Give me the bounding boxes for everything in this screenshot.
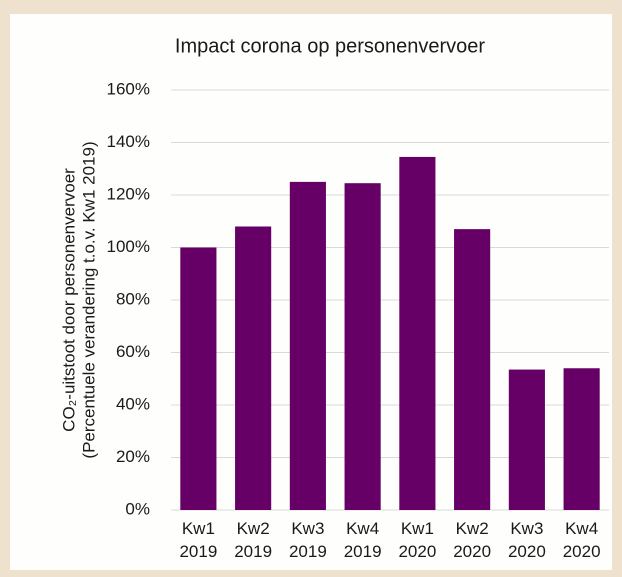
x-tick-label: Kw1 2020: [398, 519, 436, 561]
x-tick-label-line: Kw3: [510, 519, 543, 538]
x-tick-label-line: 2019: [289, 542, 327, 561]
x-tick-label-line: Kw1: [401, 519, 434, 538]
x-tick-label-line: Kw4: [565, 519, 598, 538]
y-axis-label: CO₂-uitstoot door personenvervoer (Perce…: [59, 141, 98, 458]
x-tick-label-line: 2019: [234, 542, 272, 561]
x-tick-label-line: Kw3: [291, 519, 324, 538]
bar: [563, 368, 600, 510]
y-tick-label: 120%: [107, 184, 150, 203]
y-tick-label: 60%: [116, 342, 150, 361]
x-tick-label: Kw2 2019: [234, 519, 272, 561]
y-tick-label: 140%: [107, 132, 150, 151]
bar: [235, 226, 272, 510]
x-tick-label-line: 2020: [508, 542, 546, 561]
x-tick-label: Kw4 2020: [563, 519, 601, 561]
x-tick-label-line: 2020: [398, 542, 436, 561]
bar: [508, 369, 545, 510]
x-tick-label: Kw1 2019: [179, 519, 217, 561]
x-tick-label-line: Kw2: [456, 519, 489, 538]
y-tick-label: 160%: [107, 79, 150, 98]
x-tick-label-line: 2019: [344, 542, 382, 561]
x-tick-label-line: Kw1: [182, 519, 215, 538]
x-tick-label: Kw2 2020: [453, 519, 491, 561]
y-tick-label: 0%: [125, 499, 150, 518]
x-tick-label-line: 2020: [563, 542, 601, 561]
bar: [454, 229, 491, 510]
y-axis-label-line: CO₂-uitstoot door personenvervoer: [59, 168, 78, 432]
bar: [399, 156, 436, 510]
x-tick-label: Kw3 2020: [508, 519, 546, 561]
y-axis-label-line: (Percentuele verandering t.o.v. Kw1 2019…: [79, 141, 98, 458]
x-tick-label-line: Kw4: [346, 519, 379, 538]
y-tick-label: 20%: [116, 447, 150, 466]
bar: [289, 181, 326, 510]
y-tick-label: 100%: [107, 237, 150, 256]
chart-title: Impact corona op personenvervoer: [175, 35, 486, 57]
bar: [344, 183, 381, 510]
x-tick-label: Kw3 2019: [289, 519, 327, 561]
bar: [180, 247, 217, 510]
x-tick-label-line: Kw2: [237, 519, 270, 538]
y-tick-label: 40%: [116, 394, 150, 413]
x-tick-label-line: 2020: [453, 542, 491, 561]
x-tick-label: Kw4 2019: [344, 519, 382, 561]
x-tick-label-line: 2019: [179, 542, 217, 561]
y-tick-label: 80%: [116, 289, 150, 308]
